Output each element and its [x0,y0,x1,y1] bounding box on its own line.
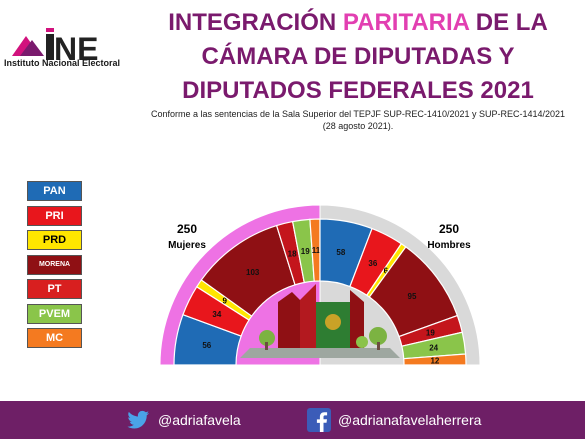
data-label: 12 [430,357,439,366]
svg-text:NE: NE [54,31,98,67]
twitter-icon [127,410,149,429]
legend-item-pvem: PVEM [27,303,82,324]
legend-item-pt: PT [27,279,82,299]
institute-name: Instituto Nacional Electoral [4,58,121,68]
data-label: 103 [246,268,260,277]
page-subtitle: Conforme a las sentencias de la Sala Sup… [150,109,566,131]
data-label: 58 [336,248,345,257]
data-label: 6 [384,267,389,276]
data-label: 19 [426,329,435,338]
data-label: 24 [429,344,438,353]
hombres-label: Hombres [427,240,471,251]
page-title: INTEGRACIÓN PARITARIA DE LA CÁMARA DE DI… [168,9,548,104]
data-label: 19 [301,247,310,256]
chamber-building-icon [240,284,400,358]
data-label: 18 [288,249,297,258]
ine-logo: NE [12,28,98,67]
legend-item-mc: MC [27,328,82,348]
data-label: 11 [312,246,321,255]
facebook-icon [307,408,331,432]
footer-bar: @adriafavela @adrianafavelaherrera [0,401,585,439]
mujeres-label: Mujeres [168,240,206,251]
legend-item-prd: PRD [27,230,82,250]
data-label: 56 [202,341,211,350]
facebook-handle[interactable]: @adrianafavelaherrera [306,407,481,433]
data-label: 34 [212,310,221,319]
hombres-total: 250 [439,222,459,236]
data-label: 9 [222,297,227,306]
hombres-slice-mc [403,353,467,366]
legend-item-pri: PRI [27,205,82,226]
legend-item-morena: MORENA [27,254,82,275]
legend-item-pan: PAN [27,181,82,201]
data-label: 95 [408,292,417,301]
twitter-handle[interactable]: @adriafavela [126,407,241,433]
data-label: 36 [368,259,377,268]
party-legend: PAN PRI PRD MORENA PT PVEM MC [27,181,82,353]
mujeres-total: 250 [177,222,197,236]
